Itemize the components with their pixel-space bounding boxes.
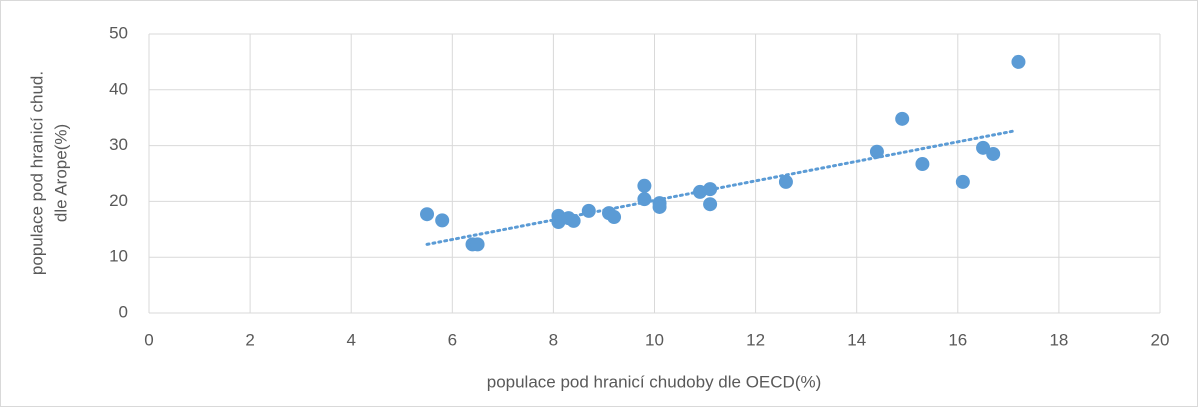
- x-axis-label: populace pod hranicí chudoby dle OECD(%): [487, 372, 822, 391]
- x-tick-label: 0: [144, 330, 153, 349]
- x-tick-label: 2: [245, 330, 254, 349]
- y-tick-label: 0: [119, 302, 128, 321]
- point: [703, 197, 718, 212]
- y-tick-label: 40: [109, 79, 128, 98]
- point: [895, 111, 910, 126]
- x-tick-label: 10: [645, 330, 664, 349]
- point: [976, 140, 991, 155]
- point: [607, 210, 622, 225]
- point: [470, 237, 485, 252]
- point: [955, 174, 970, 189]
- point: [778, 174, 793, 189]
- trendline: [425, 129, 1015, 246]
- point: [986, 146, 1001, 161]
- point: [915, 157, 930, 172]
- x-tick-label: 6: [448, 330, 457, 349]
- x-tick-label: 18: [1049, 330, 1068, 349]
- point: [869, 144, 884, 159]
- x-tick-label: 12: [746, 330, 765, 349]
- y-axis-label: populace pod hranicí chud.: [27, 71, 46, 275]
- y-tick-label: 10: [109, 247, 128, 266]
- point: [637, 178, 652, 193]
- y-tick-label: 50: [109, 23, 128, 42]
- x-tick-label: 20: [1151, 330, 1170, 349]
- point: [420, 207, 435, 222]
- x-tick-label: 16: [948, 330, 967, 349]
- y-axis-label: dle Arope(%): [51, 124, 70, 222]
- x-tick-label: 4: [346, 330, 355, 349]
- point: [1011, 54, 1026, 69]
- point: [435, 213, 450, 228]
- x-tick-label: 8: [549, 330, 558, 349]
- y-tick-label: 20: [109, 191, 128, 210]
- y-tick-label: 30: [109, 135, 128, 154]
- x-tick-label: 14: [847, 330, 866, 349]
- point: [652, 199, 667, 214]
